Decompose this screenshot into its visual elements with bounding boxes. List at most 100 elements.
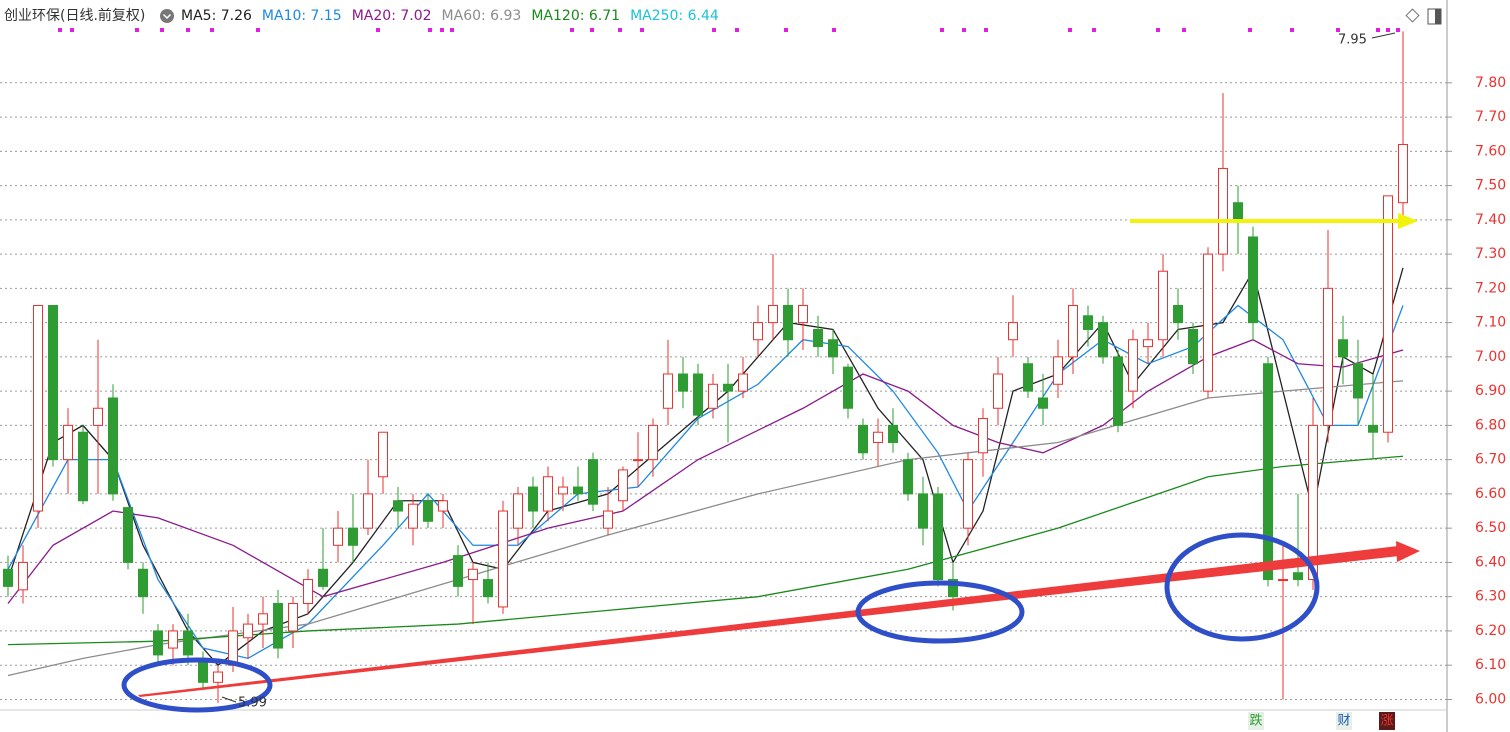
trend-arrow-head <box>1396 541 1420 562</box>
event-dot <box>618 28 622 32</box>
event-dot <box>186 28 190 32</box>
candle-body <box>363 493 373 529</box>
ma-line <box>7 339 1404 604</box>
candle-body <box>768 304 778 324</box>
candle-body <box>1383 195 1393 433</box>
y-tick-label: 7.60 <box>1475 143 1506 159</box>
marker-box <box>1379 712 1395 730</box>
event-marker: 涨 <box>1380 714 1393 729</box>
highlight-ellipse <box>121 657 273 713</box>
candle-body <box>1308 424 1318 581</box>
legend-entry: MA250: 6.44 <box>630 8 719 24</box>
event-dot <box>1156 28 1160 32</box>
candle-body <box>1293 572 1303 581</box>
header: 创业环保(日线.前复权) MA5: 7.26 MA10: 7.15 MA20: 7.… <box>4 7 1442 25</box>
event-dot <box>1290 28 1294 32</box>
candle-body <box>1323 287 1333 426</box>
legend-entry: MA20: 7.02 <box>352 8 432 24</box>
candle-body <box>1083 315 1093 330</box>
candle-body <box>273 603 283 649</box>
event-dot <box>58 28 62 32</box>
candle-body <box>858 424 868 454</box>
marker-box <box>1248 712 1264 730</box>
event-dot <box>450 28 454 32</box>
candle-body <box>1233 202 1243 221</box>
y-tick-label: 6.90 <box>1475 383 1506 399</box>
candle-body <box>1173 304 1183 324</box>
candle-body <box>1278 579 1288 582</box>
candle-body <box>93 407 103 426</box>
candle-body <box>468 568 478 581</box>
candle-body <box>1038 397 1048 409</box>
y-tick-label: 6.20 <box>1475 623 1506 639</box>
candle-body <box>1353 363 1363 399</box>
y-tick-label: 6.30 <box>1475 589 1506 605</box>
candle-body <box>678 373 688 392</box>
candle-body <box>483 579 493 598</box>
event-dot <box>70 28 74 32</box>
candle-body <box>138 568 148 598</box>
panel-icon-fill <box>1435 9 1441 24</box>
candle-body <box>648 424 658 461</box>
candle-body <box>543 476 553 512</box>
candle-body <box>213 671 223 683</box>
ma-line <box>7 380 1404 677</box>
candle-body <box>1248 236 1258 324</box>
candle-body <box>708 383 718 409</box>
event-dot <box>1068 28 1072 32</box>
event-marker: 跌 <box>1249 713 1262 729</box>
candle-body <box>948 579 958 598</box>
y-tick-label: 6.60 <box>1475 486 1506 502</box>
candle-body <box>243 623 253 639</box>
candle-body <box>258 613 268 625</box>
candle-body <box>438 500 448 512</box>
chart-title: 创业环保(日线.前复权) <box>4 7 145 24</box>
candle-body <box>1023 363 1033 392</box>
candle-body <box>813 328 823 348</box>
candle-body <box>333 527 343 546</box>
y-tick-label: 7.00 <box>1475 349 1506 365</box>
annotation-arrow <box>1371 32 1396 39</box>
candle-body <box>348 527 358 546</box>
y-tick-label: 6.00 <box>1475 691 1506 707</box>
y-tick-label: 7.10 <box>1475 315 1506 331</box>
candle-body <box>63 424 73 461</box>
candle-body <box>1128 339 1138 392</box>
info-icon-caret <box>162 13 172 20</box>
legend-entry: MA60: 6.93 <box>442 8 522 24</box>
candle-body <box>513 493 523 529</box>
candle-body <box>738 373 748 392</box>
event-dot <box>1376 28 1380 32</box>
candle-body <box>1098 322 1108 358</box>
highlight-ellipse <box>855 580 1025 644</box>
event-dot <box>1248 28 1252 32</box>
legend-entry: MA120: 6.71 <box>531 8 620 24</box>
event-dot <box>735 28 739 32</box>
ma-line <box>7 304 1404 660</box>
ma-line <box>7 455 1404 646</box>
diamond-icon[interactable] <box>1405 8 1420 23</box>
trend-arrow <box>138 546 1399 697</box>
event-dot <box>1386 28 1390 32</box>
candle-body <box>798 304 808 324</box>
info-icon[interactable] <box>160 9 174 23</box>
candle-body <box>693 373 703 416</box>
y-tick-label: 6.10 <box>1475 657 1506 673</box>
candle-body <box>1188 328 1198 365</box>
candle-body <box>228 630 238 666</box>
event-dot <box>210 28 214 32</box>
event-dot <box>256 28 260 32</box>
candle-body <box>1218 167 1228 255</box>
candle-body <box>1263 363 1273 581</box>
candle-body <box>33 304 43 512</box>
event-dot <box>570 28 574 32</box>
candle-body <box>1053 356 1063 385</box>
candle-body <box>378 431 388 478</box>
candle-body <box>888 424 898 444</box>
event-dot <box>940 28 944 32</box>
candle-body <box>828 339 838 358</box>
candle-body <box>1398 143 1408 204</box>
y-tick-label: 7.40 <box>1475 212 1506 228</box>
marker-box <box>1336 712 1352 730</box>
legend-entry: MA10: 7.15 <box>262 8 342 24</box>
